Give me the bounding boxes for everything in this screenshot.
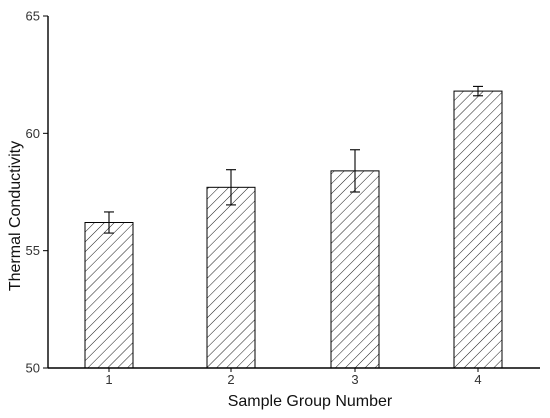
x-ticks-group: 1 2 3 4 bbox=[105, 368, 482, 387]
x-tick-label: 2 bbox=[227, 372, 234, 387]
x-tick-label: 4 bbox=[474, 372, 481, 387]
error-bar-2 bbox=[226, 169, 236, 206]
y-ticks-group: 50 55 60 65 bbox=[26, 9, 48, 376]
x-tick-label: 3 bbox=[351, 372, 358, 387]
bar-3 bbox=[330, 170, 380, 369]
bar-1 bbox=[84, 222, 134, 369]
y-tick-label: 50 bbox=[26, 361, 40, 376]
error-bar-3 bbox=[350, 149, 360, 193]
y-tick-label: 65 bbox=[26, 9, 40, 24]
bar-4 bbox=[453, 90, 503, 369]
y-tick-label: 60 bbox=[26, 126, 40, 141]
error-bar-1 bbox=[104, 211, 114, 234]
x-tick-label: 1 bbox=[105, 372, 112, 387]
y-tick-label: 55 bbox=[26, 243, 40, 258]
bar-2 bbox=[206, 186, 256, 369]
error-bar-4 bbox=[473, 85, 483, 97]
y-axis-title: Thermal Conductivity bbox=[7, 141, 24, 291]
error-bars-group bbox=[104, 85, 483, 234]
bars-group bbox=[84, 90, 503, 369]
x-axis-title: Sample Group Number bbox=[228, 393, 393, 410]
